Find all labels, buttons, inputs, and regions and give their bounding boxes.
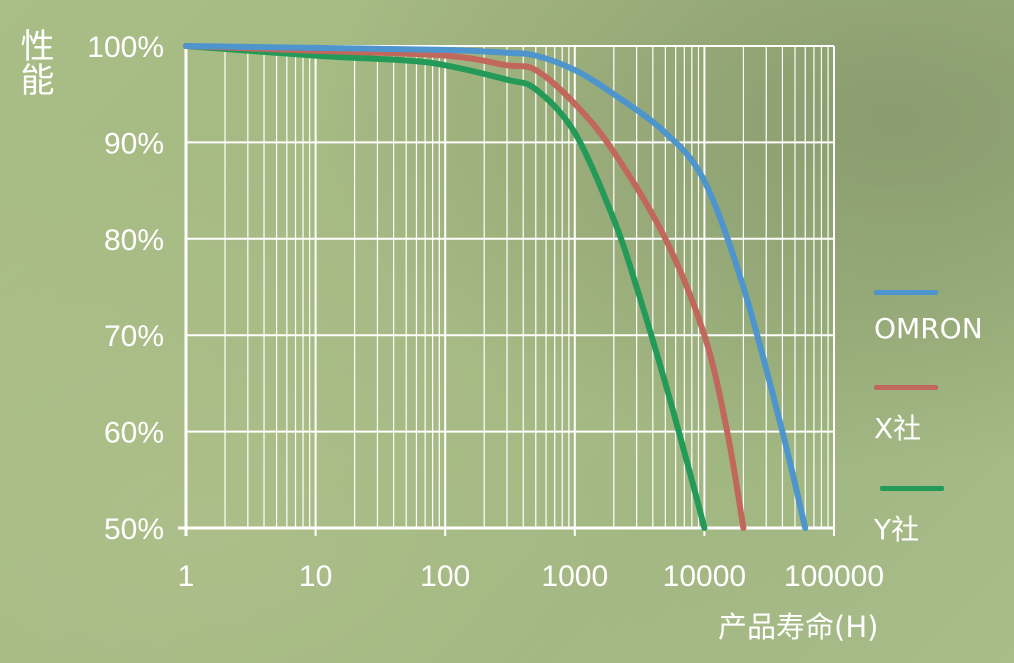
legend-swatch-y: [880, 486, 944, 491]
y-tick-label: 50%: [104, 513, 164, 546]
x-axis-label: 产品寿命(H): [718, 610, 879, 644]
x-tick-label: 100000: [784, 560, 884, 593]
legend-item-y: Y社: [870, 486, 1010, 556]
y-tick-label: 100%: [87, 31, 164, 64]
legend-label-omron: OMRON: [874, 312, 983, 345]
x-tick-label: 1: [178, 560, 195, 593]
x-tick-label: 1000: [541, 560, 608, 593]
y-tick-label: 60%: [104, 417, 164, 450]
legend-swatch-x: [874, 385, 938, 390]
legend-label-y: Y社: [874, 513, 920, 546]
legend-label-x: X社: [874, 412, 922, 445]
x-tick-label: 10000: [663, 560, 746, 593]
legend-item-omron: OMRON: [870, 290, 1010, 360]
y-axis-label: 性能: [14, 28, 54, 96]
y-tick-label: 70%: [104, 320, 164, 353]
chart-series-lines: [183, 43, 809, 531]
legend-swatch-omron: [874, 290, 938, 295]
y-tick-label: 90%: [104, 127, 164, 160]
x-tick-label: 100: [420, 560, 470, 593]
x-tick-label: 10: [299, 560, 332, 593]
chart-tick-labels: 50% 60% 70% 80% 90% 100% 1 10 100 1000 10000 100000: [87, 31, 884, 593]
y-tick-label: 80%: [104, 224, 164, 257]
series-line-x: [183, 43, 747, 531]
chart-grid: [178, 44, 835, 536]
legend-item-x: X社: [870, 385, 1010, 455]
series-line-y: [183, 43, 708, 531]
series-line-omron: [183, 43, 809, 531]
